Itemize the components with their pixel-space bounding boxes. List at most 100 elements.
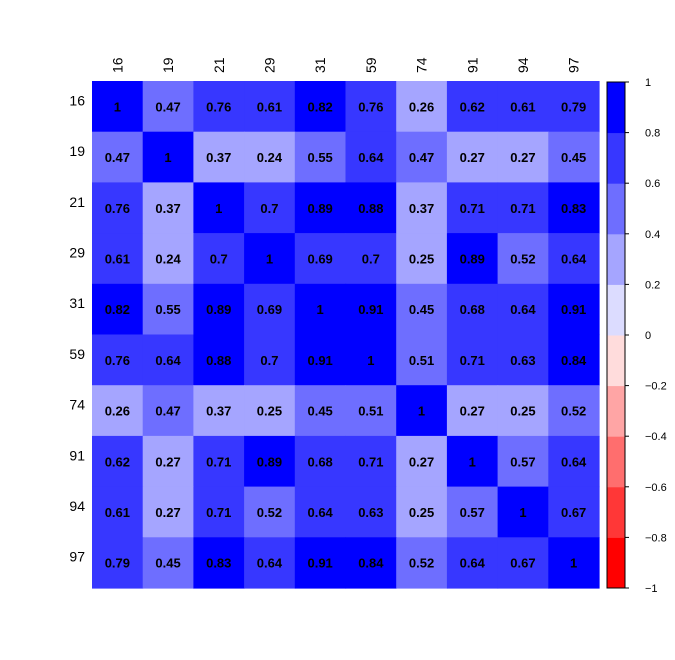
- heatmap-cell: [193, 182, 245, 234]
- cell-value-label: 0.7: [210, 251, 228, 266]
- heatmap-cell: [345, 283, 397, 336]
- cell-value-label: 0.89: [307, 201, 332, 216]
- heatmap-cell: [142, 537, 194, 589]
- heatmap-cell: [446, 182, 499, 234]
- heatmap-cell: [294, 435, 347, 488]
- cell-value-label: 0.84: [358, 556, 384, 571]
- cell-value-label: 1: [418, 404, 425, 419]
- color-legend: 1 0.8 0.6 0.4 0.2 0 −0.2 −0.4 −0.6 −0.8 −1: [606, 77, 667, 595]
- cell-value-label: 0.64: [510, 302, 536, 317]
- heatmap-cell: [548, 233, 600, 285]
- cell-value-label: 0.63: [358, 505, 383, 520]
- heatmap-cell: [142, 81, 194, 133]
- cell-value-label: 0.83: [206, 556, 231, 571]
- cell-value-label: 0.79: [561, 99, 586, 114]
- cell-value-label: 0.61: [105, 505, 130, 520]
- heatmap-cell: [142, 334, 194, 386]
- legend-tick-label: −0.8: [645, 532, 667, 544]
- cell-value-label: 1: [114, 99, 121, 114]
- cell-value-label: 0.68: [307, 454, 332, 469]
- heatmap-cell: [396, 283, 448, 336]
- cell-value-label: 0.45: [561, 150, 586, 165]
- row-tick-label: 74: [69, 397, 85, 413]
- legend-tick-label: −1: [645, 583, 658, 595]
- legend-swatch: [607, 82, 625, 134]
- cell-value-label: 0.37: [206, 404, 231, 419]
- heatmap-cell: [497, 131, 549, 183]
- cell-value-label: 0.82: [307, 99, 332, 114]
- cell-value-label: 0.69: [257, 302, 282, 317]
- cell-value-label: 1: [215, 201, 222, 216]
- cell-value-label: 0.62: [460, 99, 485, 114]
- cell-value-label: 0.89: [257, 454, 282, 469]
- cell-value-label: 0.26: [105, 404, 130, 419]
- heatmap-cell: [244, 81, 296, 133]
- cell-value-label: 0.61: [105, 251, 130, 266]
- heatmap-cell: [497, 435, 549, 488]
- cell-value-label: 0.67: [510, 556, 535, 571]
- cell-value-label: 0.88: [206, 353, 231, 368]
- cell-value-label: 0.71: [206, 454, 231, 469]
- heatmap-cell: [244, 233, 296, 285]
- cell-value-label: 0.79: [105, 556, 130, 571]
- cell-value-label: 0.25: [510, 404, 535, 419]
- cell-value-label: 0.89: [206, 302, 231, 317]
- heatmap-cell: [92, 131, 144, 183]
- heatmap-cell: [396, 81, 448, 133]
- cell-value-label: 0.76: [358, 99, 383, 114]
- heatmap-cell: [345, 182, 397, 234]
- heatmap-cell: [497, 334, 549, 386]
- heatmap-cell: [92, 182, 144, 234]
- cell-value-label: 0.76: [206, 99, 231, 114]
- heatmap-cell: [244, 486, 296, 538]
- heatmap-cell: [92, 334, 144, 386]
- row-tick-labels: 16 19 21 29 31 59 74 91 94 97: [69, 92, 85, 564]
- heatmap-cell: [548, 435, 600, 488]
- legend-swatch: [607, 537, 625, 589]
- cell-value-label: 0.27: [460, 404, 485, 419]
- heatmap-cell: [345, 81, 397, 133]
- heatmap-cell: [396, 486, 448, 538]
- heatmap-cell: [92, 233, 144, 285]
- heatmap-cell: [345, 233, 397, 285]
- heatmap-cell: [345, 435, 397, 488]
- heatmap-cell-labels: 1 0.47 0.76 0.61 0.82 0.76 0.26 0.62 0.61 0.79 0.4…: [105, 99, 587, 570]
- cell-value-label: 0.24: [155, 251, 181, 266]
- legend-tick-label: 1: [645, 77, 651, 89]
- column-tick-label: 21: [211, 57, 227, 73]
- heatmap-cell: [142, 182, 194, 234]
- cell-value-label: 0.25: [409, 505, 434, 520]
- heatmap-cell: [193, 334, 245, 386]
- heatmap-cell: [497, 385, 549, 437]
- column-tick-label: 59: [363, 57, 379, 73]
- heatmap-cells: [92, 81, 600, 589]
- heatmap-cell: [193, 486, 245, 538]
- cell-value-label: 0.71: [460, 353, 485, 368]
- heatmap-cell: [142, 435, 194, 488]
- heatmap-cell: [497, 486, 549, 538]
- cell-value-label: 0.51: [358, 404, 383, 419]
- heatmap-cell: [446, 537, 499, 589]
- heatmap-cell: [446, 385, 499, 437]
- cell-value-label: 0.64: [307, 505, 333, 520]
- cell-value-label: 0.71: [510, 201, 535, 216]
- cell-value-label: 0.91: [561, 302, 586, 317]
- cell-value-label: 1: [164, 150, 171, 165]
- heatmap-cell: [548, 537, 600, 589]
- heatmap-cell: [244, 435, 296, 488]
- cell-value-label: 0.71: [358, 454, 383, 469]
- cell-value-label: 0.84: [561, 353, 587, 368]
- heatmap-cell: [142, 385, 194, 437]
- cell-value-label: 0.64: [358, 150, 384, 165]
- cell-value-label: 0.55: [307, 150, 332, 165]
- heatmap-cell: [92, 283, 144, 336]
- heatmap-cell: [244, 537, 296, 589]
- heatmap-cell: [396, 131, 448, 183]
- legend-swatch: [607, 284, 625, 336]
- heatmap-cell: [446, 435, 499, 488]
- cell-value-label: 0.26: [409, 99, 434, 114]
- cell-value-label: 0.47: [105, 150, 130, 165]
- heatmap-cell: [446, 486, 499, 538]
- cell-value-label: 0.52: [561, 404, 586, 419]
- cell-value-label: 0.27: [155, 454, 180, 469]
